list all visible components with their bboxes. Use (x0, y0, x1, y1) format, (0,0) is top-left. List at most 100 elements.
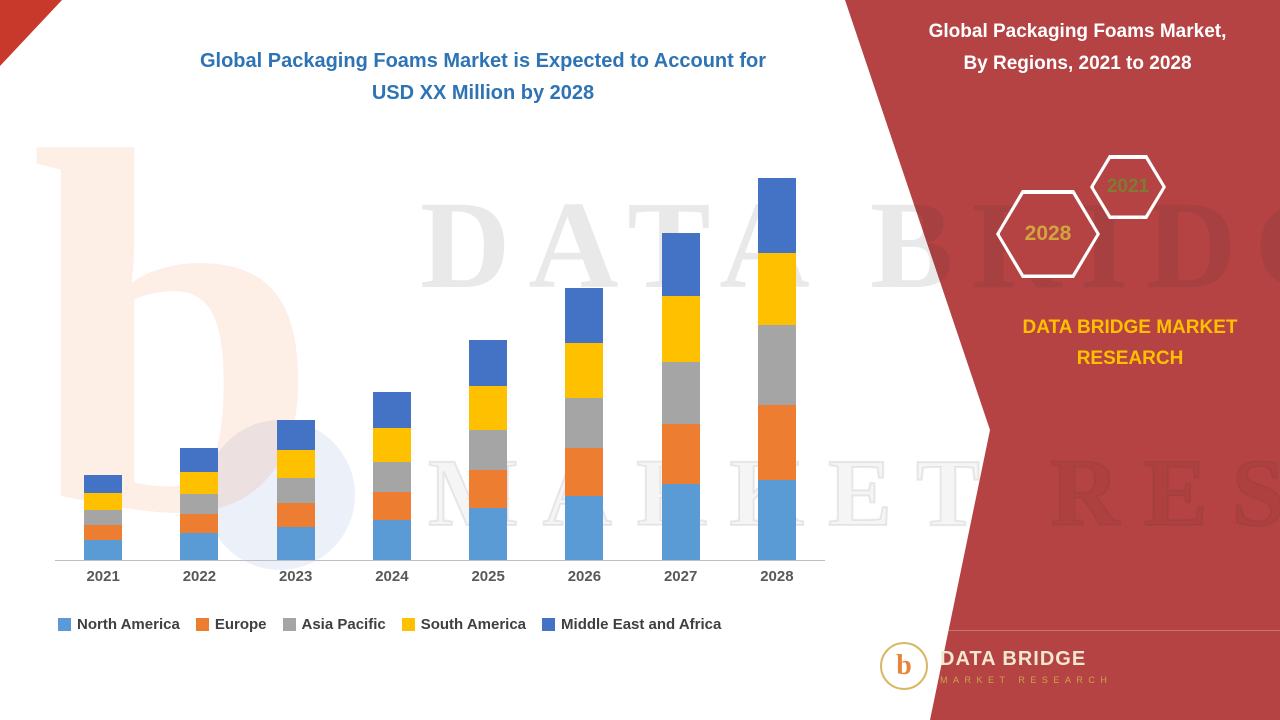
stacked-bar-chart: 2021 2022 2023 2024 2025 2026 2027 2028 (55, 160, 825, 600)
bar-segment-asia-pacific (180, 494, 219, 514)
bar-segment-south-america (661, 296, 700, 362)
bar-segment-europe (661, 424, 700, 484)
bar-column-2027 (633, 160, 729, 560)
bar-column-2026 (536, 160, 632, 560)
x-axis-labels: 2021 2022 2023 2024 2025 2026 2027 2028 (55, 568, 825, 585)
bar-segment-north-america (757, 480, 796, 560)
bar-segment-asia-pacific (372, 462, 411, 492)
bar-segment-asia-pacific (565, 398, 604, 448)
chart-legend: North America Europe Asia Pacific South Ame… (58, 616, 721, 633)
bar-segment-europe (372, 492, 411, 520)
legend-item-asia-pacific: Asia Pacific (282, 616, 386, 633)
hexagon-2021-border: 2021 (1090, 155, 1166, 219)
bar-segment-south-america (372, 428, 411, 462)
brand-text: DATA BRIDGE MARKET RESEARCH (1000, 312, 1260, 374)
bar-segment-north-america (84, 540, 123, 560)
x-axis-label-2027: 2027 (663, 568, 698, 585)
bar-column-2024 (344, 160, 440, 560)
bar-segment-north-america (565, 496, 604, 560)
bar-column-2022 (151, 160, 247, 560)
bar-segment-middle-east-and-africa (469, 340, 508, 386)
hexagon-2021: 2021 (1090, 155, 1166, 219)
footer-logo-title: DATA BRIDGE (940, 647, 1087, 670)
x-axis-label-2025: 2025 (471, 568, 505, 585)
bar-segment-south-america (84, 493, 123, 510)
bar-segment-south-america (565, 343, 604, 398)
bar-segment-europe (180, 514, 219, 533)
legend-item-south-america: South America (401, 616, 527, 633)
bar-segment-middle-east-and-africa (372, 392, 411, 428)
bar-segment-north-america (276, 527, 315, 560)
chart-title: Global Packaging Foams Market is Expecte… (113, 45, 853, 109)
logo-b-glyph: b (896, 650, 912, 681)
bar-segment-south-america (180, 472, 219, 494)
stacked-bar-2023 (276, 420, 315, 560)
footer-logo-subtitle: MARKET RESEARCH (940, 674, 1113, 685)
x-axis-label-2023: 2023 (278, 568, 313, 585)
bar-segment-europe (757, 405, 796, 480)
bar-segment-asia-pacific (276, 478, 315, 503)
bar-segment-south-america (276, 450, 315, 478)
legend-item-north-america: North America (58, 616, 180, 633)
stacked-bar-2028 (757, 178, 796, 560)
databridge-logo-icon: b (880, 642, 928, 690)
chart-title-line2: USD XX Million by 2028 (371, 82, 595, 104)
legend-label: North America (77, 616, 180, 633)
bar-column-2025 (440, 160, 536, 560)
bar-column-2023 (248, 160, 344, 560)
bar-segment-middle-east-and-africa (84, 475, 123, 493)
x-axis-label-2028: 2028 (760, 568, 794, 585)
legend-swatch (542, 618, 556, 631)
bar-segment-south-america (757, 253, 796, 325)
legend-swatch (282, 618, 296, 631)
bar-segment-asia-pacific (757, 325, 796, 405)
legend-swatch (58, 618, 71, 631)
right-panel-title: Global Packaging Foams Market, By Region… (890, 16, 1265, 80)
stacked-bar-2027 (661, 233, 700, 560)
watermark-logo-glyph: b (30, 46, 320, 621)
right-panel-title-line2: By Regions, 2021 to 2028 (963, 53, 1192, 74)
bar-segment-middle-east-and-africa (661, 233, 700, 296)
right-panel-title-line1: Global Packaging Foams Market, (928, 21, 1227, 42)
hexagon-2028: 2028 (996, 190, 1100, 278)
bar-segment-middle-east-and-africa (180, 448, 219, 472)
bar-segment-europe (565, 448, 604, 496)
bar-segment-north-america (372, 520, 411, 560)
legend-label: South America (420, 616, 527, 633)
hexagon-2028-border: 2028 (996, 190, 1100, 278)
stacked-bar-2025 (469, 340, 508, 560)
legend-swatch (195, 618, 209, 631)
x-axis-label-2021: 2021 (86, 568, 120, 585)
legend-label: Asia Pacific (301, 616, 386, 633)
bar-segment-south-america (469, 386, 508, 430)
stacked-bar-2024 (372, 392, 411, 560)
brand-text-line1: DATA BRIDGE MARKET (1022, 317, 1238, 338)
legend-item-middle-east-and-africa: Middle East and Africa (542, 616, 721, 633)
bar-segment-europe (84, 525, 123, 540)
bar-segment-north-america (469, 508, 508, 560)
x-axis-label-2026: 2026 (567, 568, 602, 585)
legend-label: Europe (214, 616, 267, 633)
stacked-bar-2021 (84, 475, 123, 560)
x-axis-label-2022: 2022 (182, 568, 217, 585)
bar-segment-asia-pacific (661, 362, 700, 424)
hexagon-2028-label: 2028 (999, 193, 1097, 275)
footer-separator (866, 630, 1280, 631)
bar-segment-europe (469, 470, 508, 508)
bar-segment-north-america (180, 533, 219, 560)
footer-logo-texts: DATA BRIDGE MARKET RESEARCH (940, 648, 1112, 685)
stacked-bar-2026 (565, 288, 604, 560)
x-axis-label-2024: 2024 (375, 568, 409, 585)
stacked-bar-2022 (180, 448, 219, 560)
bar-segment-middle-east-and-africa (757, 178, 796, 253)
bar-segment-middle-east-and-africa (276, 420, 315, 450)
bar-segment-europe (276, 503, 315, 527)
footer-logo: b DATA BRIDGE MARKET RESEARCH (880, 642, 1180, 690)
bar-column-2021 (55, 160, 151, 560)
bar-column-2028 (729, 160, 825, 560)
plot-area (55, 160, 825, 560)
brand-text-line2: RESEARCH (1076, 348, 1184, 369)
legend-label: Middle East and Africa (561, 616, 722, 633)
chart-title-line1: Global Packaging Foams Market is Expecte… (199, 50, 767, 72)
